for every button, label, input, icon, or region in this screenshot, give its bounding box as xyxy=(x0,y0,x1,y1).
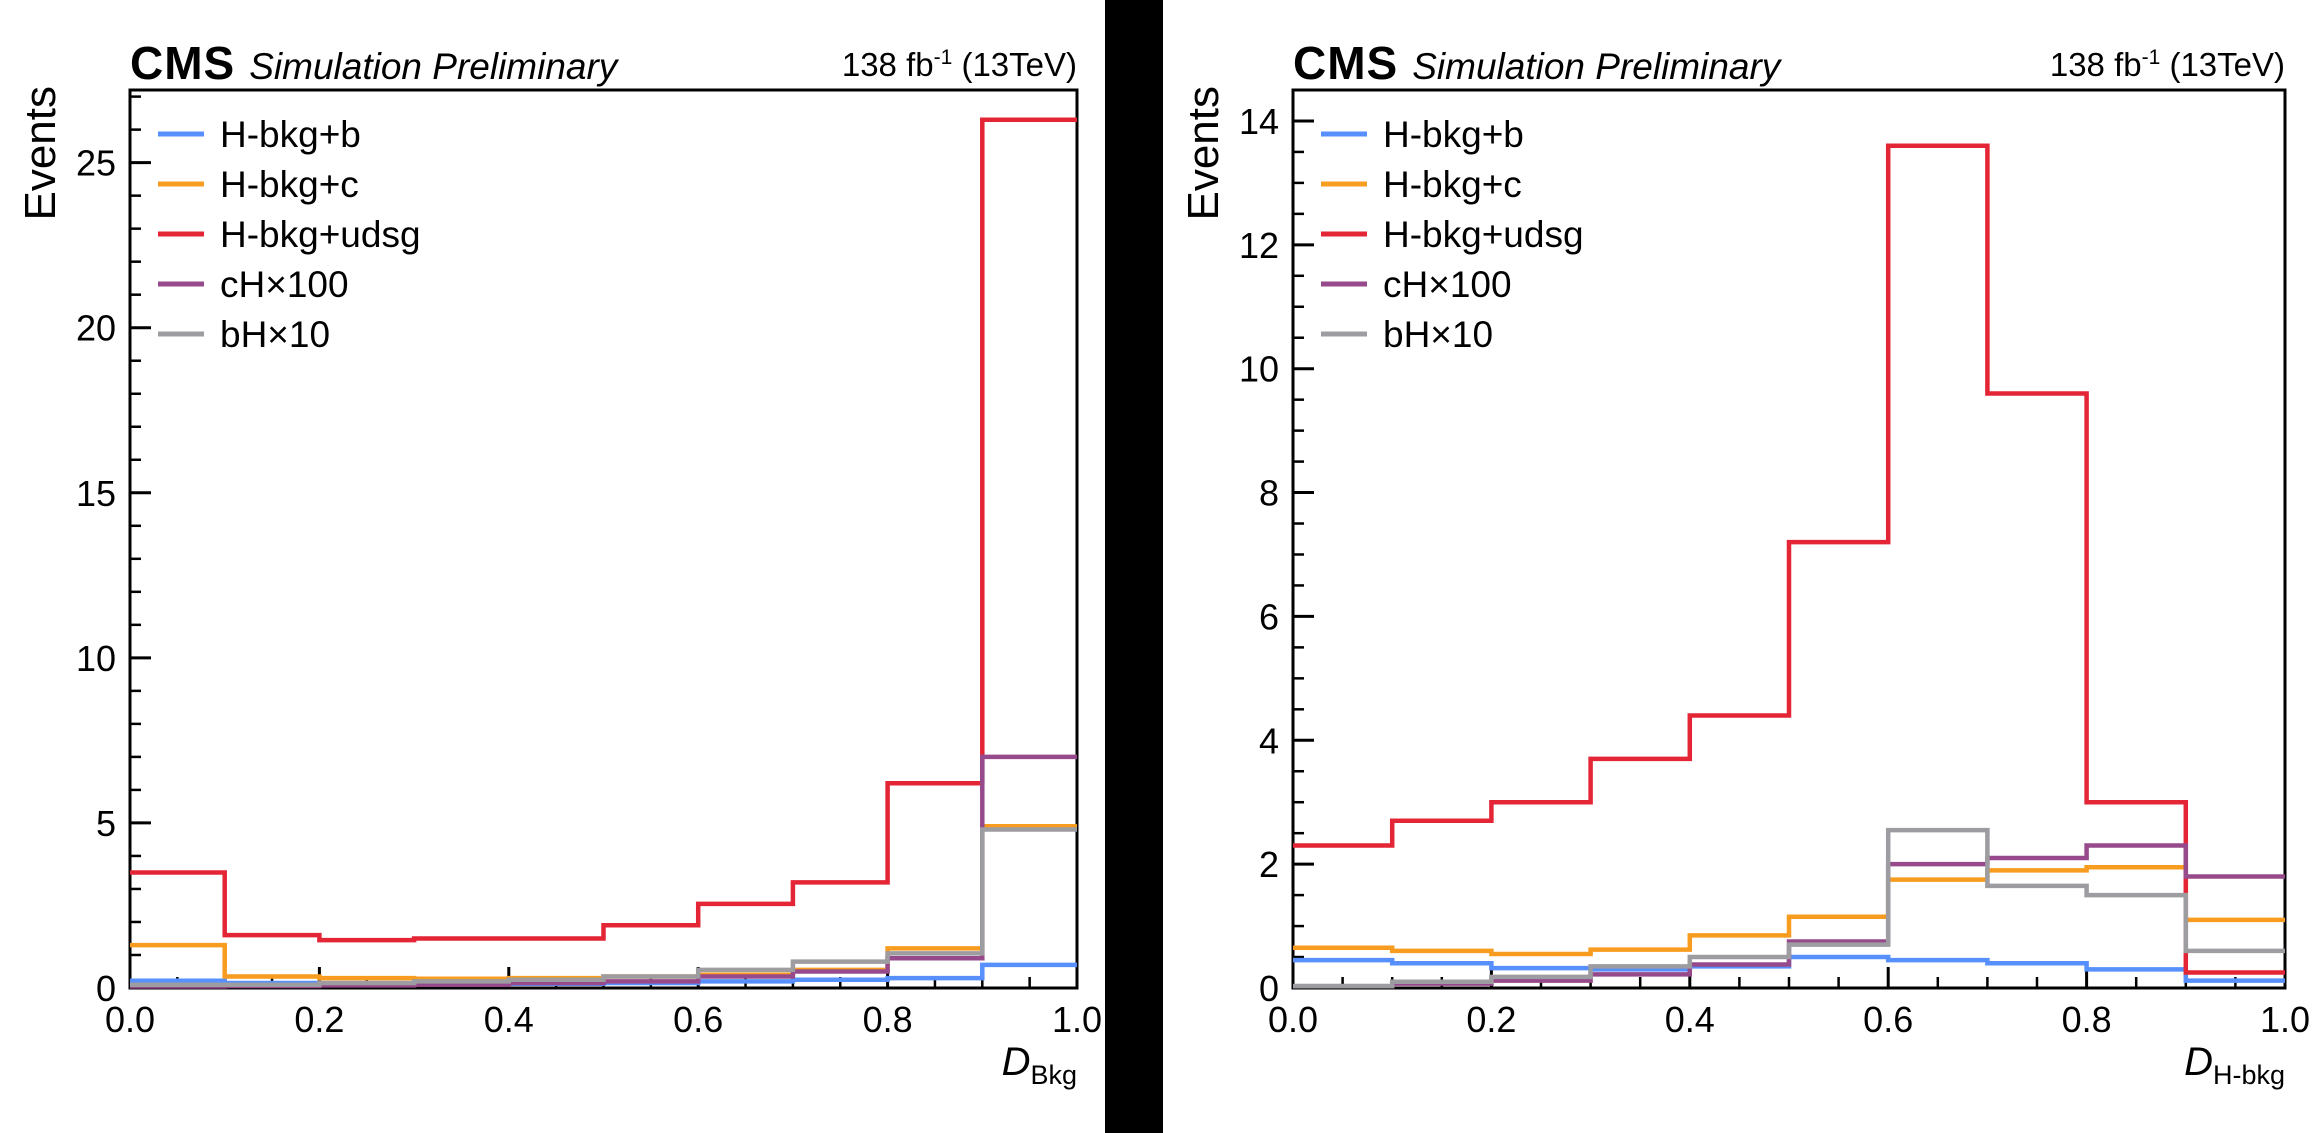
series-H-bkg+c xyxy=(130,823,1077,982)
x-tick-label: 0.2 xyxy=(1466,999,1516,1040)
y-tick-label: 8 xyxy=(1259,473,1279,514)
x-tick-label: 0.2 xyxy=(294,999,344,1040)
x-tick-label: 1.0 xyxy=(2260,999,2310,1040)
legend-label: bH×10 xyxy=(220,314,330,355)
y-tick-label: 0 xyxy=(1259,968,1279,1009)
luminosity-label: 138 fb-1 (13TeV) xyxy=(842,46,1077,84)
right-histogram-panel: 0.0 0.2 0.4 0.6 0.8 1.0 0 2 4 6 8 10 12 14 H-bkg+b H-bk… xyxy=(1163,0,2313,1133)
luminosity-label: 138 fb-1 (13TeV) xyxy=(2050,46,2285,84)
x-tick-label: 0.4 xyxy=(484,999,534,1040)
legend-label: H-bkg+b xyxy=(220,114,361,155)
legend-label: H-bkg+c xyxy=(1383,164,1522,205)
x-tick-label: 0.0 xyxy=(1268,999,1318,1040)
x-tick-label: 0.6 xyxy=(673,999,723,1040)
y-tick-label: 12 xyxy=(1239,225,1279,266)
y-tick-label: 15 xyxy=(76,473,116,514)
lumi-superscript: -1 xyxy=(933,46,953,69)
simulation-preliminary-label: Simulation Preliminary xyxy=(249,46,618,87)
legend-label: H-bkg+c xyxy=(220,164,359,205)
y-tick-label: 4 xyxy=(1259,720,1279,761)
legend-label: H-bkg+udsg xyxy=(220,214,421,255)
x-tick-label: 0.0 xyxy=(105,999,155,1040)
cms-label: CMS xyxy=(1293,37,1399,89)
y-tick-label: 2 xyxy=(1259,844,1279,885)
x-tick-label: 0.4 xyxy=(1665,999,1715,1040)
x-tick-label: 0.6 xyxy=(1863,999,1913,1040)
legend-label: H-bkg+b xyxy=(1383,114,1524,155)
lumi-suffix: (13TeV) xyxy=(952,46,1077,83)
x-axis-symbol: D xyxy=(1001,1040,1031,1084)
x-axis-title: DBkg xyxy=(1002,1040,1077,1091)
series-H-bkg+udsg xyxy=(130,117,1077,943)
series-H-bkg+c xyxy=(1293,864,2285,957)
legend-label: bH×10 xyxy=(1383,314,1493,355)
lumi-prefix: 138 fb xyxy=(841,46,934,83)
y-tick-label: 10 xyxy=(76,638,116,679)
y-tick-label: 5 xyxy=(96,803,116,844)
histogram-dbkg: 0.0 0.2 0.4 0.6 0.8 1.0 0 5 10 15 20 25 H-bkg+b H-bkg… xyxy=(76,88,1102,1040)
x-tick-label: 1.0 xyxy=(1052,999,1102,1040)
simulation-preliminary-label: Simulation Preliminary xyxy=(1412,46,1781,87)
y-tick-label: 20 xyxy=(76,308,116,349)
legend-label: H-bkg+udsg xyxy=(1383,214,1584,255)
black-divider xyxy=(1105,0,1163,1133)
cms-label: CMS xyxy=(130,37,236,89)
y-tick-label: 10 xyxy=(1239,349,1279,390)
lumi-suffix: (13TeV) xyxy=(2160,46,2285,83)
x-axis-subscript: H-bkg xyxy=(2212,1060,2285,1090)
y-tick-label: 0 xyxy=(96,968,116,1009)
x-axis-subscript: Bkg xyxy=(1030,1060,1077,1090)
lumi-prefix: 138 fb xyxy=(2049,46,2142,83)
lumi-superscript: -1 xyxy=(2141,46,2161,69)
y-tick-label: 14 xyxy=(1239,101,1279,142)
plot-header: CMS Simulation Preliminary 138 fb-1 (13Te… xyxy=(1293,36,2285,92)
x-tick-label: 0.8 xyxy=(2062,999,2112,1040)
series-H-bkg+udsg xyxy=(1293,143,2285,975)
series-bH×10 xyxy=(1293,827,2285,989)
left-histogram-panel: 0.0 0.2 0.4 0.6 0.8 1.0 0 5 10 15 20 25 H-bkg+b H-bkg… xyxy=(0,0,1105,1133)
x-axis-title: DH-bkg xyxy=(2184,1040,2285,1091)
series-bH×10 xyxy=(130,827,1077,987)
legend-label: cH×100 xyxy=(220,264,349,305)
histogram-dhbkg: 0.0 0.2 0.4 0.6 0.8 1.0 0 2 4 6 8 10 12 14 H-bkg+b H-bk… xyxy=(1239,88,2310,1040)
y-axis-title: Events xyxy=(1179,86,1228,221)
y-axis-title: Events xyxy=(16,86,65,221)
y-tick-label: 6 xyxy=(1259,596,1279,637)
y-tick-label: 25 xyxy=(76,143,116,184)
x-tick-label: 0.8 xyxy=(863,999,913,1040)
x-axis-symbol: D xyxy=(2184,1040,2213,1084)
legend-label: cH×100 xyxy=(1383,264,1512,305)
plot-header: CMS Simulation Preliminary 138 fb-1 (13Te… xyxy=(130,36,1077,92)
